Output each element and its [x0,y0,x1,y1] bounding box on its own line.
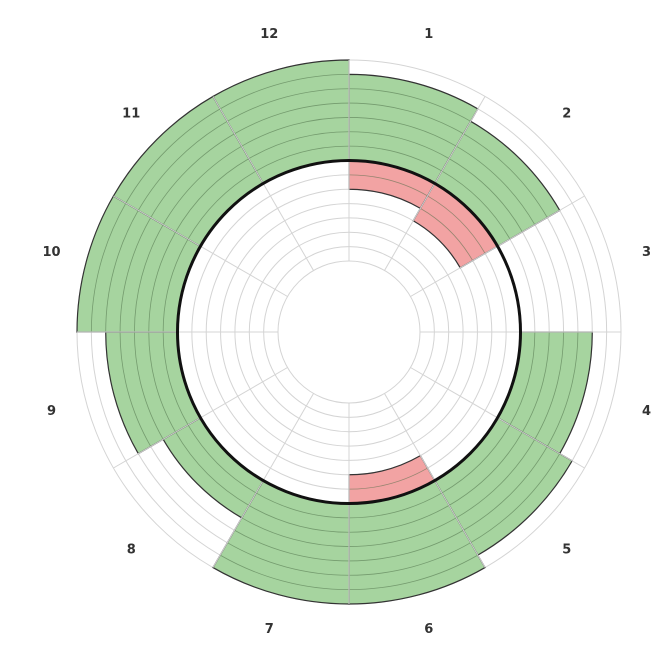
sector-label-5: 5 [562,542,571,557]
bar-inner-ring [187,170,257,240]
baseline-layer [176,159,522,505]
bar-inner-ring [463,133,548,218]
sector-label-8: 8 [127,542,136,557]
bar-inner-ring [348,492,443,519]
sector-label-9: 9 [47,404,56,419]
sector-label-12: 12 [260,27,278,42]
bar-inner-ring [134,224,164,333]
bar-inner-ring [241,117,350,147]
bar-inner-ring [241,517,350,547]
bar-inner-ring [448,158,523,233]
bar-inner-ring [348,505,450,533]
bar-inner-ring [441,424,511,494]
bar-inner-ring [348,529,464,562]
bar-inner-ring [162,331,189,426]
bar-inner-ring [227,542,350,576]
grid-ring [277,260,421,404]
bar-inner-ring [175,158,250,233]
bar-inner-ring [420,207,474,261]
baseline-ring [176,159,522,505]
bar-inner-ring [234,529,350,562]
bar-inner-ring [456,439,536,519]
bar-inner-ring [348,554,479,591]
bar-inner-ring [348,467,428,490]
bar-inner-ring [90,202,127,333]
bar-inner-ring [125,108,221,204]
grid-ring [263,246,435,418]
bar-inner-ring [348,145,443,172]
grid-ring [248,231,450,433]
bar-inner-ring [134,331,164,440]
bar-inner-ring [534,331,564,440]
bar-inner-ring [348,117,457,147]
bar-inner-ring [427,195,486,254]
sector-label-6: 6 [424,622,433,637]
bar-inner-ring [348,102,464,135]
bar-inner-ring [119,331,152,447]
sector-label-3: 3 [642,245,651,260]
bar-inner-ring [448,431,523,506]
sector-label-1: 1 [424,27,433,42]
bar-inner-ring [150,133,235,218]
bar-inner-ring [348,131,450,159]
bar-inner-ring [463,446,548,531]
bar-inner-ring [546,331,579,447]
bar-inner-ring [456,145,536,225]
bar-inner-ring [219,554,350,591]
bar-inner-ring [119,217,152,333]
bar-inner-ring [219,73,350,110]
bar-inner-ring [348,88,471,122]
bar-inner-ring [105,210,139,333]
bar-inner-ring [522,331,550,433]
bar-inner-ring [348,542,471,576]
bar-inner-ring [148,231,176,333]
bar-layer [76,59,593,605]
bar-inner-ring [509,331,536,426]
bar-inner-ring [227,88,350,122]
bar-inner-ring [248,131,350,159]
bar-inner-ring [175,431,250,506]
bar-inner-ring [162,238,189,333]
bar-inner-ring [248,505,350,533]
bar-inner-ring [187,424,257,494]
bar-inner-ring [470,453,561,544]
bar-inner-ring [148,331,176,433]
sector-label-10: 10 [42,245,60,260]
bar-inner-ring [255,145,350,172]
bar-inner-ring [234,102,350,135]
bar-inner-ring [255,492,350,519]
sector-label-2: 2 [562,107,571,122]
sector-label-11: 11 [122,107,140,122]
bar-inner-ring [137,120,228,211]
bar-inner-ring [441,170,511,240]
bar-inner-ring [348,517,457,547]
bar-inner-ring [162,145,242,225]
sector-label-4: 4 [642,404,651,419]
bar-inner-ring [348,174,428,197]
sector-label-7: 7 [265,622,274,637]
